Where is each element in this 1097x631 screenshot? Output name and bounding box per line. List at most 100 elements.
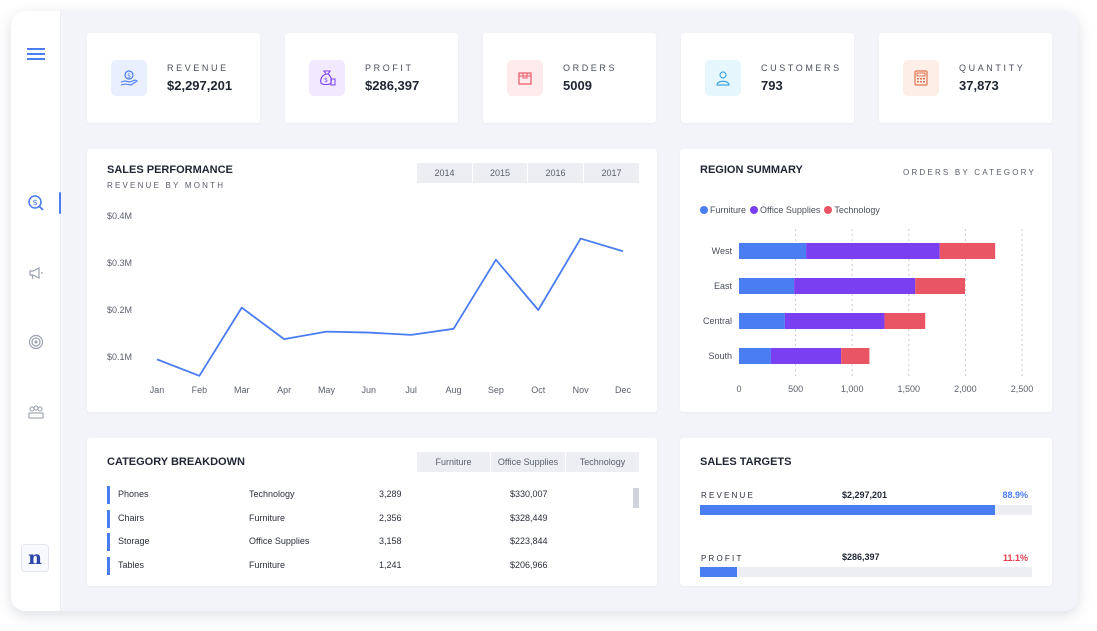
sidebar: $ n bbox=[11, 11, 61, 611]
y-tick-label: $0.3M bbox=[107, 258, 132, 268]
x-tick-label: Jan bbox=[150, 385, 165, 395]
data-point[interactable] bbox=[621, 249, 626, 254]
row-name: Storage bbox=[118, 536, 150, 546]
data-point[interactable] bbox=[282, 337, 287, 342]
tab-category[interactable]: Technology bbox=[566, 452, 639, 472]
table-row[interactable]: Phones Technology 3,289 $330,007 bbox=[107, 486, 627, 504]
legend-item[interactable]: Furniture bbox=[700, 205, 746, 215]
bar-segment[interactable] bbox=[739, 348, 771, 364]
sales-performance-panel: SALES PERFORMANCE REVENUE BY MONTH 2014 … bbox=[87, 149, 657, 412]
bar-segment[interactable] bbox=[939, 243, 996, 259]
bar-segment[interactable] bbox=[739, 243, 807, 259]
category-label: South bbox=[708, 351, 732, 361]
target-value: $286,397 bbox=[842, 552, 880, 562]
legend-swatch bbox=[700, 206, 708, 214]
x-tick-label: 1,500 bbox=[898, 384, 921, 394]
row-sales: $206,966 bbox=[510, 560, 548, 570]
data-point[interactable] bbox=[451, 326, 456, 331]
dollar-search-icon[interactable]: $ bbox=[26, 193, 46, 213]
x-tick-label: Jun bbox=[362, 385, 377, 395]
row-quantity: 3,289 bbox=[379, 489, 402, 499]
row-indicator bbox=[107, 486, 110, 504]
tab-year[interactable]: 2017 bbox=[584, 163, 639, 183]
revenue-line-chart: $0.1M $0.2M $0.3M $0.4M Jan Feb Mar Apr May Jun Ju… bbox=[107, 211, 631, 395]
row-sales: $223,844 bbox=[510, 536, 548, 546]
bar-segment[interactable] bbox=[770, 348, 842, 364]
user-icon bbox=[705, 60, 741, 96]
hand-coin-icon: $ bbox=[111, 60, 147, 96]
panel-title: REGION SUMMARY bbox=[700, 164, 803, 176]
kpi-value: 793 bbox=[761, 78, 783, 93]
x-tick-label: 2,000 bbox=[954, 384, 977, 394]
year-tabs: 2014 2015 2016 2017 bbox=[417, 163, 639, 183]
tab-year[interactable]: 2016 bbox=[528, 163, 583, 183]
kpi-value: 37,873 bbox=[959, 78, 999, 93]
table-row[interactable]: Chairs Furniture 2,356 $328,449 bbox=[107, 510, 627, 528]
menu-icon[interactable] bbox=[26, 44, 46, 64]
x-tick-label: Jul bbox=[405, 385, 417, 395]
row-indicator bbox=[107, 557, 110, 575]
region-summary-panel: REGION SUMMARY ORDERS BY CATEGORY Furnit… bbox=[680, 149, 1052, 412]
data-point[interactable] bbox=[493, 257, 498, 262]
legend-label: Office Supplies bbox=[760, 205, 821, 215]
kpi-value: $2,297,201 bbox=[167, 78, 233, 93]
bar-segment[interactable] bbox=[915, 278, 966, 294]
data-point[interactable] bbox=[366, 330, 371, 335]
bar-segment[interactable] bbox=[739, 278, 795, 294]
y-tick-label: $0.4M bbox=[107, 211, 132, 221]
svg-text:$: $ bbox=[32, 198, 37, 207]
legend-item[interactable]: Office Supplies bbox=[750, 205, 820, 215]
data-point[interactable] bbox=[409, 332, 414, 337]
kpi-value: 5009 bbox=[563, 78, 592, 93]
tab-year[interactable]: 2015 bbox=[473, 163, 527, 183]
legend-swatch bbox=[824, 206, 833, 214]
kpi-card-orders: ORDERS 5009 bbox=[483, 33, 656, 123]
x-tick-label: Feb bbox=[192, 385, 208, 395]
data-point[interactable] bbox=[578, 236, 583, 241]
data-point[interactable] bbox=[324, 329, 329, 334]
bar-segment[interactable] bbox=[784, 313, 885, 329]
bar-segment[interactable] bbox=[739, 313, 785, 329]
category-label: Central bbox=[703, 316, 732, 326]
x-tick-label: 0 bbox=[736, 384, 741, 394]
bar-segment[interactable] bbox=[841, 348, 870, 364]
y-tick-label: $0.2M bbox=[107, 305, 132, 315]
x-tick-label: 2,500 bbox=[1011, 384, 1034, 394]
tab-category[interactable]: Office Supplies bbox=[491, 452, 565, 472]
table-row[interactable]: Storage Office Supplies 3,158 $223,844 bbox=[107, 533, 627, 551]
row-name: Phones bbox=[118, 489, 149, 499]
tab-year[interactable]: 2014 bbox=[417, 163, 472, 183]
x-tick-label: Aug bbox=[446, 385, 462, 395]
x-tick-label: 500 bbox=[788, 384, 803, 394]
tab-category[interactable]: Furniture bbox=[417, 452, 490, 472]
table-scrollbar-thumb[interactable] bbox=[633, 488, 639, 508]
data-point[interactable] bbox=[197, 373, 202, 378]
legend-item[interactable]: Technology bbox=[824, 205, 880, 215]
target-percent: 11.1% bbox=[1002, 553, 1028, 563]
brand-logo[interactable]: n bbox=[21, 544, 49, 572]
kpi-label: CUSTOMERS bbox=[761, 63, 842, 73]
bar-segment[interactable] bbox=[884, 313, 926, 329]
kpi-label: REVENUE bbox=[167, 63, 229, 73]
target-percent: 88.9% bbox=[1002, 490, 1028, 500]
revenue-target-track bbox=[700, 505, 1032, 515]
target-icon[interactable] bbox=[26, 332, 46, 352]
row-name: Chairs bbox=[118, 513, 145, 523]
data-point[interactable] bbox=[239, 305, 244, 310]
table-row[interactable]: Tables Furniture 1,241 $206,966 bbox=[107, 557, 627, 575]
megaphone-icon[interactable] bbox=[26, 263, 46, 283]
bar-segment[interactable] bbox=[794, 278, 916, 294]
revenue-series-line[interactable] bbox=[156, 237, 624, 377]
sales-targets-panel: SALES TARGETS REVENUE $2,297,201 88.9% P… bbox=[680, 438, 1052, 586]
kpi-value: $286,397 bbox=[365, 78, 420, 93]
data-point[interactable] bbox=[536, 308, 541, 313]
data-point[interactable] bbox=[155, 357, 160, 362]
team-icon[interactable] bbox=[26, 402, 46, 422]
row-quantity: 3,158 bbox=[379, 536, 402, 546]
row-category: Office Supplies bbox=[249, 536, 310, 546]
panel-subtitle: ORDERS BY CATEGORY bbox=[903, 168, 1036, 177]
row-indicator bbox=[107, 533, 110, 551]
kpi-card-profit: $ PROFIT $286,397 bbox=[285, 33, 458, 123]
bar-segment[interactable] bbox=[806, 243, 940, 259]
panel-subtitle: REVENUE BY MONTH bbox=[107, 181, 226, 190]
